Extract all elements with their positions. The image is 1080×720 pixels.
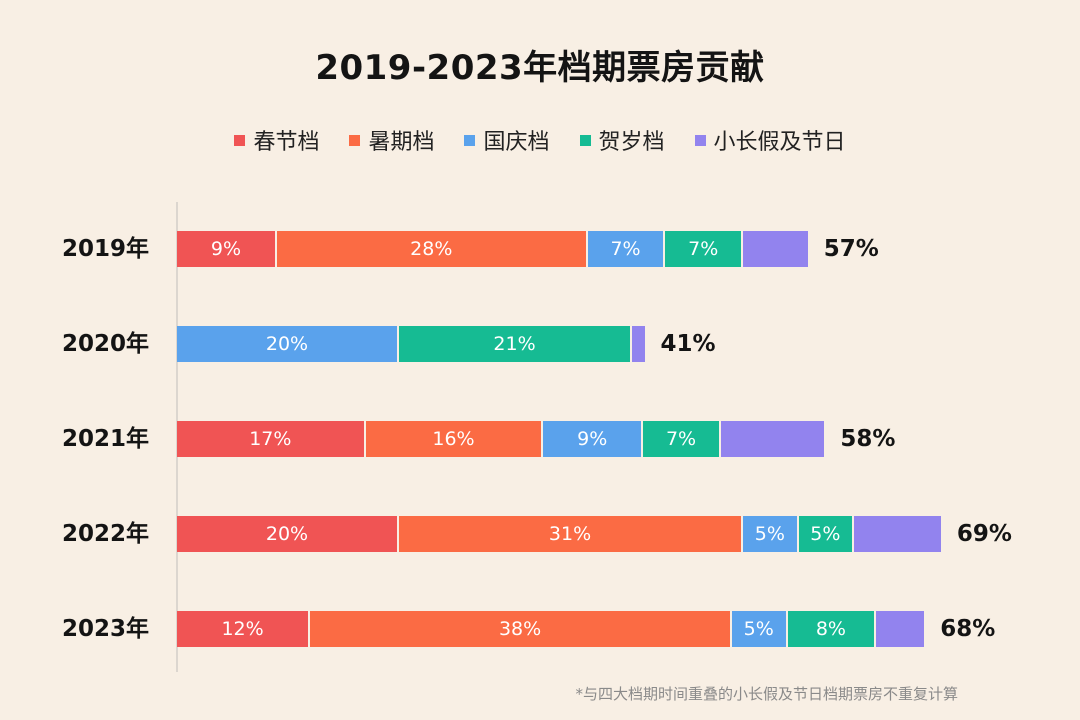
footnote: *与四大档期时间重叠的小长假及节日档期票房不重复计算	[575, 685, 958, 703]
data-label: 5%	[810, 523, 841, 545]
data-label: 7%	[688, 238, 719, 260]
data-label: 7%	[610, 238, 641, 260]
bar-segment: 12%	[177, 611, 311, 647]
data-label: 12%	[221, 618, 264, 640]
bar-segment: 7%	[643, 421, 721, 457]
total-label: 69%	[956, 521, 1012, 547]
category-label: 2022年	[62, 521, 150, 547]
bar-segment: 20%	[177, 326, 399, 362]
legend-label: 春节档	[253, 130, 320, 155]
data-label: 9%	[210, 238, 242, 260]
data-label: 8%	[815, 618, 846, 640]
legend-item: 贺岁档	[579, 124, 665, 156]
bar-segment: 31%	[399, 516, 744, 552]
bar-segment: 5%	[798, 516, 855, 552]
bar-segment: 17%	[177, 421, 366, 457]
total-label: 57%	[823, 236, 879, 262]
legend-item: 暑期档	[349, 124, 434, 156]
data-label: 5%	[754, 523, 785, 545]
bar-segment	[876, 611, 927, 647]
data-label: 31%	[548, 523, 592, 545]
data-label: 5%	[743, 618, 774, 640]
data-label: 17%	[249, 428, 292, 450]
legend-swatch	[464, 134, 476, 146]
bar-segment	[854, 516, 943, 552]
category-label: 2019年	[62, 236, 150, 262]
category-label: 2020年	[62, 331, 150, 357]
data-label: 20%	[265, 333, 309, 355]
legend-item: 国庆档	[464, 124, 550, 156]
legend-item: 春节档	[234, 124, 319, 156]
data-label: 20%	[265, 523, 309, 545]
bar-segment: 21%	[399, 326, 633, 362]
bar-segment: 9%	[177, 231, 277, 267]
legend-label: 贺岁档	[598, 130, 665, 155]
bar-segment: 38%	[310, 611, 732, 647]
bar-segment: 5%	[732, 611, 788, 647]
bar-segment	[632, 326, 647, 362]
legend-swatch	[234, 134, 246, 146]
data-label: 38%	[498, 618, 542, 640]
chart-legend: 春节档 暑期档 国庆档 贺岁档 小长假及节日	[0, 124, 1080, 156]
data-label: 7%	[665, 428, 697, 450]
legend-swatch	[349, 134, 361, 146]
bar-segment	[743, 231, 810, 267]
total-label: 41%	[660, 331, 716, 357]
legend-label: 小长假及节日	[713, 130, 846, 155]
data-label: 16%	[432, 428, 475, 450]
legend-item: 小长假及节日	[694, 124, 846, 156]
total-label: 58%	[840, 426, 896, 452]
category-label: 2021年	[62, 426, 150, 452]
bar-segment: 16%	[365, 421, 544, 457]
legend-label: 国庆档	[483, 130, 550, 155]
bar-segment: 20%	[177, 516, 399, 552]
chart-title: 2019-2023年档期票房贡献	[315, 48, 765, 88]
bar-segment: 7%	[587, 231, 666, 267]
legend-swatch	[694, 134, 706, 146]
bar-segment: 28%	[276, 231, 588, 267]
bar-segment: 5%	[743, 516, 799, 552]
bar-segment: 7%	[665, 231, 744, 267]
data-label: 21%	[493, 333, 536, 355]
bar-segment: 9%	[543, 421, 644, 457]
category-label: 2023年	[62, 616, 150, 642]
data-label: 28%	[410, 238, 453, 260]
data-label: 9%	[577, 428, 608, 450]
legend-label: 暑期档	[368, 130, 435, 155]
bar-segment	[720, 421, 827, 457]
legend-swatch	[579, 134, 591, 146]
bar-segment: 8%	[787, 611, 877, 647]
total-label: 68%	[940, 616, 996, 642]
